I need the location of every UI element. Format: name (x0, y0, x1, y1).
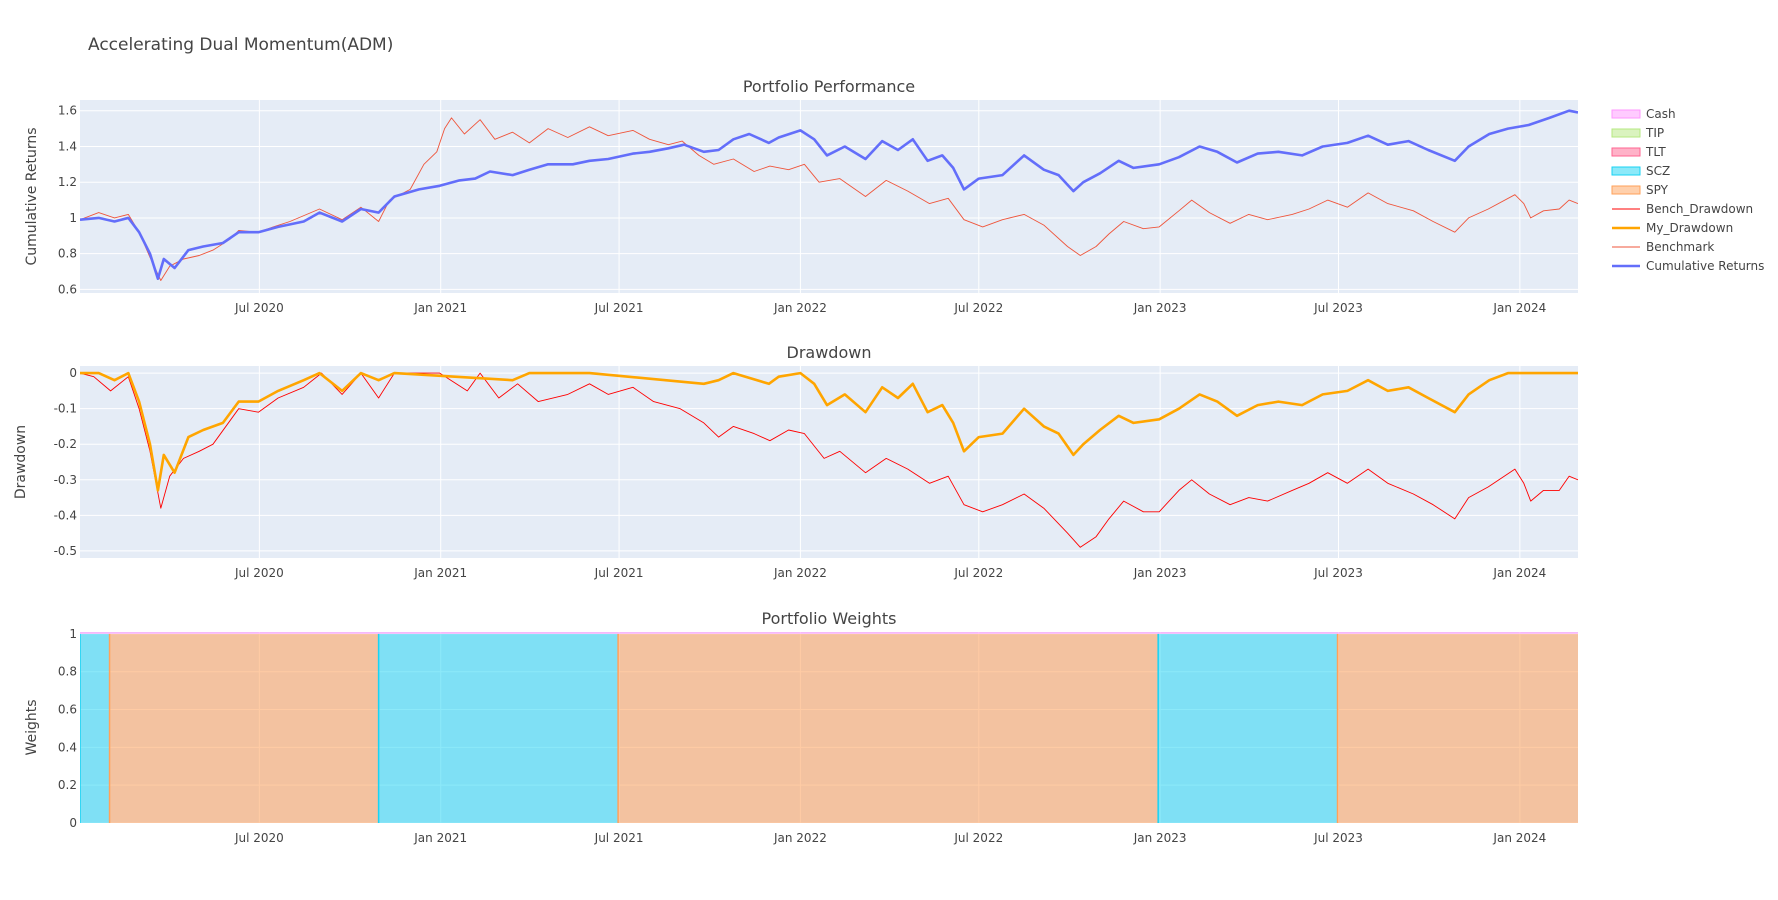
legend-label: My_Drawdown (1646, 221, 1733, 235)
y-axis-label: Weights (24, 699, 40, 755)
panel-title: Drawdown (787, 343, 872, 362)
legend-label: SPY (1646, 183, 1669, 197)
y-tick-label: -0.5 (54, 544, 77, 558)
legend-item-tip[interactable]: TIP (1611, 126, 1664, 140)
x-tick-label: Jul 2020 (234, 831, 284, 845)
y-tick-label: 0 (69, 816, 77, 830)
legend-swatch (1611, 185, 1641, 195)
panel-drawdown: Drawdown Drawdown 0 -0.1 -0.2 -0.3 -0.4 -0.5 Jul… (13, 343, 1578, 580)
legend-swatch (1611, 147, 1641, 157)
x-tick-label: Jan 2022 (773, 831, 827, 845)
x-tick-label: Jan 2024 (1492, 831, 1546, 845)
series-my-drawdown (80, 371, 1578, 492)
x-tick-label: Jul 2021 (594, 831, 644, 845)
plot-data (80, 109, 1578, 281)
legend-item-tlt[interactable]: TLT (1611, 145, 1666, 159)
plot-area (80, 100, 1578, 293)
legend-swatch (1611, 128, 1641, 138)
x-tick-label: Jul 2022 (953, 566, 1003, 580)
legend-item-scz[interactable]: SCZ (1611, 164, 1670, 178)
y-tick-label: -0.1 (54, 402, 77, 416)
legend-label: TIP (1645, 126, 1664, 140)
legend-swatch (1611, 109, 1641, 119)
x-tick-label: Jul 2023 (1313, 831, 1363, 845)
x-tick-label: Jul 2020 (234, 301, 284, 315)
weight-block-scz (378, 633, 619, 823)
y-axis-label: Cumulative Returns (24, 127, 40, 265)
legend-item-spy[interactable]: SPY (1611, 183, 1669, 197)
plot-data (80, 371, 1578, 548)
plot-data (80, 632, 1578, 823)
x-tick-label: Jul 2022 (953, 831, 1003, 845)
legend-label: Cash (1646, 107, 1676, 121)
legend-item-my-drawdown[interactable]: My_Drawdown (1612, 221, 1733, 235)
weight-band-cash (80, 632, 1578, 634)
x-tick-label: Jul 2021 (594, 301, 644, 315)
plot-area (80, 366, 1578, 558)
legend-item-cash[interactable]: Cash (1611, 107, 1676, 121)
y-tick-label: 1.2 (58, 175, 77, 189)
weight-block-scz (1158, 633, 1338, 823)
y-tick-label: 0.2 (58, 778, 77, 792)
y-tick-label: -0.2 (54, 437, 77, 451)
legend-item-benchmark[interactable]: Benchmark (1612, 240, 1714, 254)
y-tick-label: 0.8 (58, 247, 77, 261)
y-tick-label: 0.6 (58, 282, 77, 296)
x-tick-label: Jul 2022 (953, 301, 1003, 315)
x-tick-label: Jan 2022 (773, 566, 827, 580)
weight-block-spy (1337, 633, 1578, 823)
y-tick-label: 1.4 (58, 139, 77, 153)
series-bench-drawdown (80, 372, 1578, 548)
x-tick-label: Jan 2024 (1492, 566, 1546, 580)
series-benchmark (80, 117, 1578, 281)
legend-item-bench-drawdown[interactable]: Bench_Drawdown (1612, 202, 1753, 216)
x-tick-label: Jan 2023 (1133, 831, 1187, 845)
legend-label: Bench_Drawdown (1646, 202, 1753, 216)
legend-label: TLT (1645, 145, 1666, 159)
legend-label: Benchmark (1646, 240, 1714, 254)
x-tick-label: Jul 2023 (1313, 301, 1363, 315)
x-tick-label: Jul 2020 (234, 566, 284, 580)
y-tick-label: 1 (69, 627, 77, 641)
y-tick-label: -0.3 (54, 473, 77, 487)
weight-block-spy (109, 633, 379, 823)
x-tick-label: Jul 2023 (1313, 566, 1363, 580)
legend-item-cumulative-returns[interactable]: Cumulative Returns (1612, 259, 1764, 273)
y-tick-label: 0 (69, 366, 77, 380)
x-tick-label: Jan 2022 (773, 301, 827, 315)
x-tick-label: Jan 2023 (1133, 301, 1187, 315)
y-tick-label: -0.4 (54, 508, 77, 522)
legend-swatch (1611, 166, 1641, 176)
panel-weights: Portfolio Weights Weights 0 0.2 0.4 0.6 0.8 1 Ju… (24, 609, 1578, 845)
y-tick-label: 0.4 (58, 740, 77, 754)
panel-title: Portfolio Performance (743, 77, 915, 96)
y-tick-label: 1.6 (58, 104, 77, 118)
legend-label: SCZ (1646, 164, 1670, 178)
y-tick-label: 0.6 (58, 703, 77, 717)
x-tick-label: Jan 2023 (1133, 566, 1187, 580)
y-axis-label: Drawdown (13, 425, 29, 499)
series-cumulative-returns (80, 109, 1578, 280)
x-tick-label: Jul 2021 (594, 566, 644, 580)
panels: Portfolio Performance Cumulative Returns 0… (13, 77, 1578, 845)
weight-block-scz (80, 633, 110, 823)
legend-label: Cumulative Returns (1646, 259, 1764, 273)
x-tick-label: Jan 2024 (1492, 301, 1546, 315)
chart-title: Accelerating Dual Momentum(ADM) (88, 35, 393, 55)
y-tick-label: 0.8 (58, 665, 77, 679)
y-tick-label: 1 (69, 211, 77, 225)
x-tick-label: Jan 2021 (413, 301, 467, 315)
panel-title: Portfolio Weights (762, 609, 897, 628)
x-tick-label: Jan 2021 (413, 566, 467, 580)
x-tick-label: Jan 2021 (413, 831, 467, 845)
panel-performance: Portfolio Performance Cumulative Returns 0… (24, 77, 1578, 315)
legend: Cash TIP TLT SCZ SPY Bench_Drawdown My_Drawdow… (1611, 107, 1764, 273)
weight-block-spy (618, 633, 1159, 823)
